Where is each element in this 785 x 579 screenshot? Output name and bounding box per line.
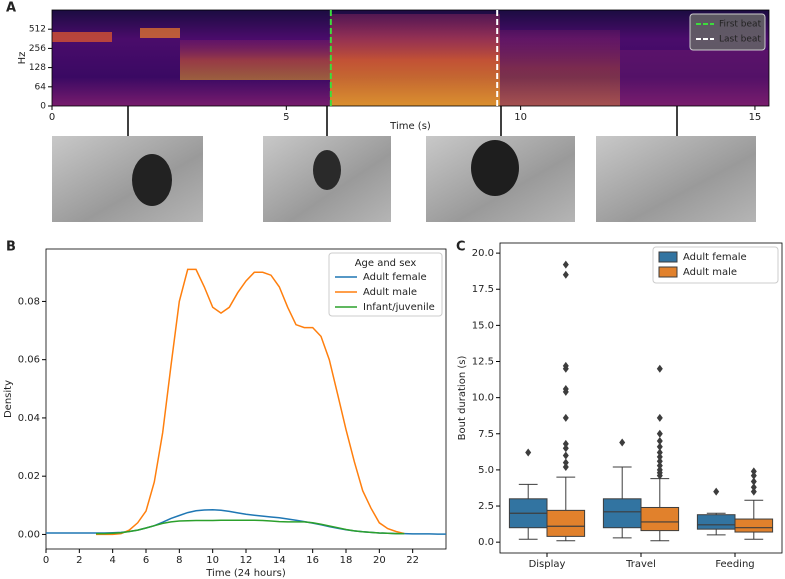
y-tick-label: 128 [29, 63, 46, 73]
outlier [656, 461, 663, 470]
x-axis-label: Time (s) [389, 121, 431, 132]
legend-label: Adult male [363, 287, 417, 298]
y-tick-label: 0.08 [18, 296, 40, 307]
box [602, 498, 642, 529]
legend-label: Adult female [363, 272, 427, 283]
outlier [562, 270, 569, 279]
y-tick-label: 17.5 [472, 284, 494, 295]
x-tick-label: 14 [273, 555, 286, 566]
x-tick-label: 16 [306, 555, 319, 566]
legend-swatch [658, 251, 678, 263]
panel-label: A [6, 1, 16, 16]
legend-box [689, 13, 766, 51]
y-tick-label: 10.0 [472, 393, 494, 404]
panel-label: B [6, 240, 16, 255]
x-tick-label: 10 [206, 555, 219, 566]
y-tick-label: 5.0 [478, 465, 494, 476]
outlier [562, 413, 569, 422]
outlier [750, 483, 757, 492]
outlier [656, 465, 663, 474]
y-axis-label: Density [3, 380, 14, 418]
density-line [96, 268, 405, 536]
x-tick-label: 22 [406, 555, 419, 566]
x-tick-label: 18 [340, 555, 353, 566]
outlier [562, 439, 569, 448]
legend-swatch [658, 266, 678, 278]
outlier [619, 438, 626, 447]
outlier [525, 448, 532, 457]
x-tick-label: 20 [373, 555, 386, 566]
outlier [713, 487, 720, 496]
y-axis-label: Bout duration (s) [457, 356, 468, 441]
outlier [562, 260, 569, 269]
y-axis-label: Hz [17, 52, 28, 65]
y-tick-label: 0.00 [18, 529, 40, 540]
density-line [46, 508, 446, 535]
x-tick-label: 10 [514, 112, 527, 123]
outlier [656, 429, 663, 438]
y-tick-label: 0.06 [18, 355, 40, 366]
x-axis-label: Time (24 hours) [205, 568, 286, 579]
y-tick-label: 7.5 [478, 429, 494, 440]
x-tick-label: 4 [109, 555, 115, 566]
outlier [750, 471, 757, 480]
x-tick-label: 2 [76, 555, 82, 566]
y-tick-label: 0.0 [478, 537, 494, 548]
y-tick-label: 0.02 [18, 471, 40, 482]
y-tick-label: 15.0 [472, 320, 494, 331]
x-tick-label: 0 [43, 555, 49, 566]
video-frames [52, 106, 756, 222]
outlier [562, 451, 569, 460]
box [546, 509, 586, 537]
legend-label: Adult male [683, 267, 737, 278]
y-tick-label: 64 [35, 82, 47, 92]
outlier [656, 452, 663, 461]
x-tick-label: 0 [49, 112, 55, 123]
panel-label: C [456, 240, 466, 255]
legend-label: Adult female [683, 252, 747, 263]
outlier [562, 458, 569, 467]
outlier [562, 361, 569, 370]
x-tick-label: 8 [176, 555, 182, 566]
outlier [562, 384, 569, 393]
x-tick-label: 15 [749, 112, 762, 123]
x-tick-label: Travel [625, 559, 656, 570]
legend-label: First beat [719, 20, 762, 30]
y-tick-label: 12.5 [472, 357, 494, 368]
outlier [656, 448, 663, 457]
legend-box [328, 252, 443, 317]
outlier [562, 444, 569, 453]
x-tick-label: Display [529, 559, 566, 570]
legend-box [652, 246, 779, 284]
legend-label: Last beat [719, 35, 761, 45]
density-line [96, 519, 405, 535]
outlier [562, 463, 569, 472]
spectrogram-image [52, 10, 769, 106]
legend-label: Infant/juvenile [363, 302, 435, 313]
box [696, 514, 736, 530]
outlier [656, 436, 663, 445]
outlier [656, 442, 663, 451]
box [734, 518, 774, 533]
legend-title: Age and sex [355, 258, 417, 269]
axes-frame [51, 9, 770, 107]
y-tick-label: 0.04 [18, 413, 40, 424]
x-tick-label: 12 [240, 555, 253, 566]
outlier [750, 487, 757, 496]
x-tick-label: 6 [143, 555, 149, 566]
outlier [750, 477, 757, 486]
y-tick-label: 2.5 [478, 501, 494, 512]
outlier [656, 364, 663, 373]
y-tick-label: 256 [29, 44, 46, 54]
x-tick-label: 5 [283, 112, 289, 123]
outlier [656, 413, 663, 422]
outlier [750, 467, 757, 476]
y-tick-label: 512 [29, 25, 46, 35]
y-tick-label: 0 [40, 102, 46, 112]
outlier [656, 457, 663, 466]
y-tick-label: 20.0 [472, 248, 494, 259]
box [640, 506, 680, 532]
x-tick-label: Feeding [715, 559, 754, 570]
